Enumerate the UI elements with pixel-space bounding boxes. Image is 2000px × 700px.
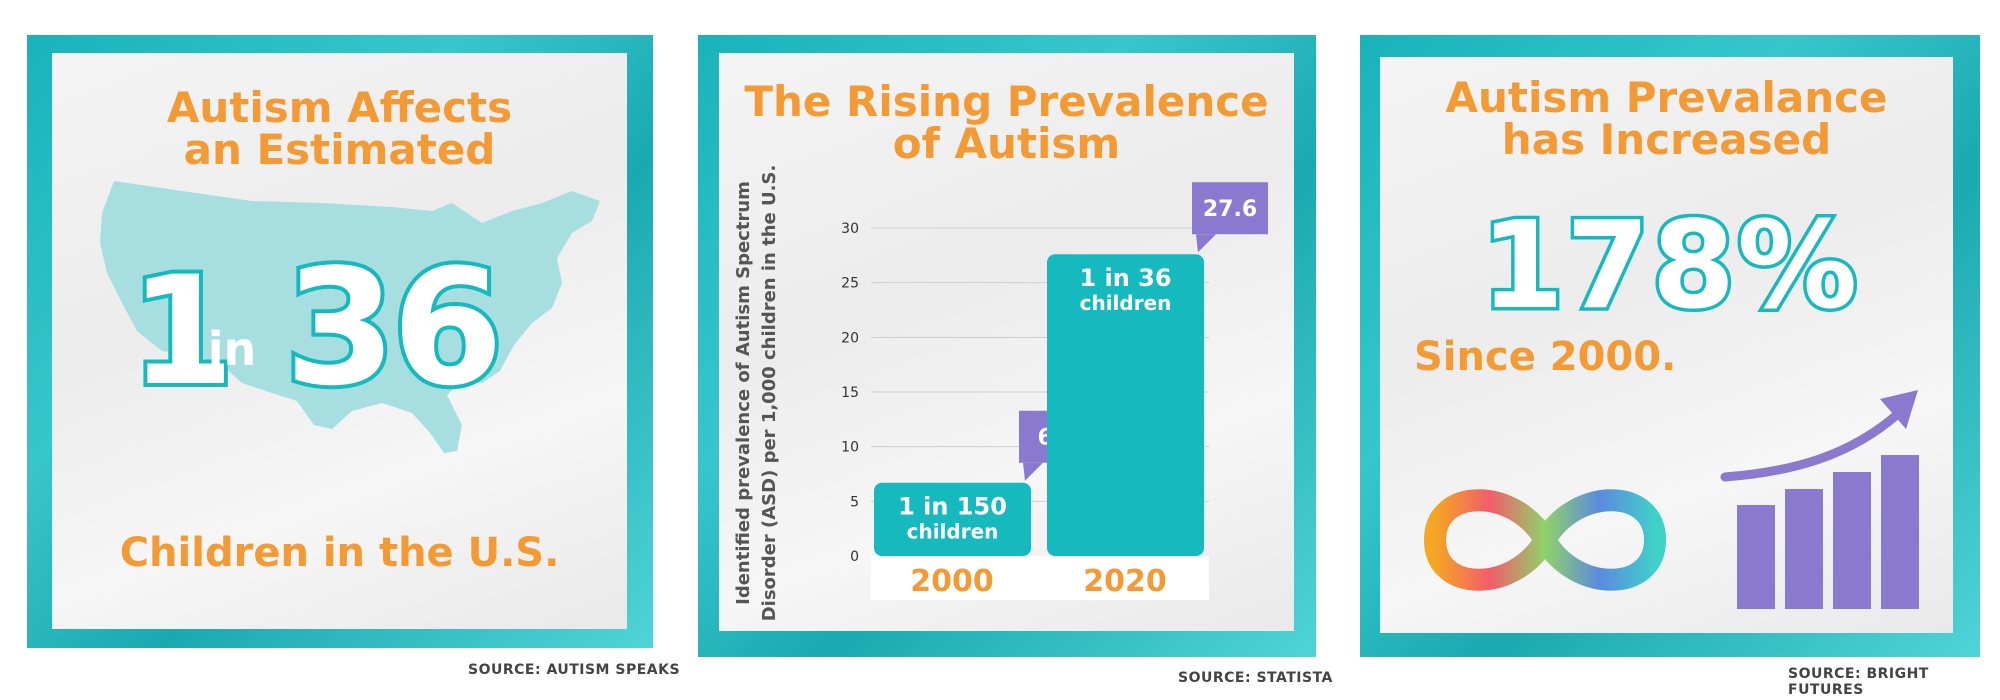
us-map-graphic [100,181,600,453]
bar-2020 [1047,254,1204,557]
y-tick-label: 15 [841,385,859,401]
bar-label-line2: children [1080,291,1172,315]
panel-2-title: The Rising Prevalence of Autism [719,81,1294,165]
panel-2-title-line1: The Rising Prevalence [744,77,1269,126]
source-bright-futures: SOURCE: BRIGHT FUTURES [1788,666,1929,698]
y-axis-label-line1: Identified prevalence of Autism Spectrum [733,181,754,605]
panel-2-title-line2: of Autism [892,119,1121,168]
y-tick-label: 25 [841,276,859,292]
source-statista: SOURCE: STATISTA [1178,670,1333,686]
y-tick-label: 20 [841,330,859,346]
prevalence-bar-chart: Identified prevalence of Autism Spectrum… [733,165,1268,622]
y-axis-label-line2: Disorder (ASD) per 1,000 children in the… [759,165,780,622]
bar-label-line1: 1 in 36 [1079,264,1171,292]
panel-1-title: Autism Affects an Estimated [52,87,627,171]
panel-autism-ratio: Autism Affects an Estimated 1 in 36 Chil… [27,35,653,648]
panel-rising-prevalence: The Rising Prevalence of Autism Identifi… [698,35,1316,657]
bar-label-line2: children [907,520,999,544]
trend-arrow-head [1880,390,1918,429]
ratio-graphic: 1 in 36 [126,230,508,425]
x-tick-label: 2020 [1083,564,1167,599]
y-tick-label: 5 [850,494,859,510]
panel-3-title: Autism Prevalance has Increased [1380,77,1953,161]
panel-1-subtitle: Children in the U.S. [119,530,560,576]
since-2000: Since 2000. [1414,334,1676,380]
value-callout-box [1192,182,1268,235]
infinity-icon [1423,489,1667,591]
value-callout-pointer [1023,462,1043,481]
value-label: 27.6 [1203,197,1257,222]
y-tick-label: 30 [841,221,859,237]
source-autism-speaks: SOURCE: AUTISM SPEAKS [468,662,681,678]
bar-2000 [874,482,1031,556]
growth-chart-icon [1720,390,1919,609]
trend-arrow-line [1720,407,1905,482]
growth-bar-4 [1881,455,1919,609]
panel-1-title-line2: an Estimated [183,125,496,174]
ratio-one: 1 [130,245,234,419]
panel-1-title-line1: Autism Affects [166,83,513,132]
panel-1-card: Autism Affects an Estimated 1 in 36 Chil… [52,53,627,629]
x-tick-label: 2000 [910,564,994,599]
y-tick-label: 10 [841,440,859,456]
growth-bar-2 [1785,489,1823,609]
growth-bar-3 [1833,472,1871,609]
y-tick-label: 0 [850,549,859,565]
ratio-in: in [208,322,257,376]
us-map-shape [100,181,600,453]
value-callout-pointer [1196,234,1216,253]
panel-3-title-line2: has Increased [1501,115,1832,164]
increase-graphic: 178% Since 2000. [1414,194,1919,609]
bar-label-line1: 1 in 150 [898,493,1007,521]
ratio-thirty-six: 36 [285,234,500,421]
growth-bar-1 [1737,505,1775,609]
big-percent: 178% [1481,197,1860,336]
panel-2-card: The Rising Prevalence of Autism Identifi… [719,53,1294,631]
panel-3-title-line1: Autism Prevalance [1445,73,1888,122]
x-axis-band [871,556,1209,600]
panel-increase: Autism Prevalance has Increased 178% Sin… [1360,35,1980,657]
panel-3-card: Autism Prevalance has Increased 178% Sin… [1380,57,1953,633]
